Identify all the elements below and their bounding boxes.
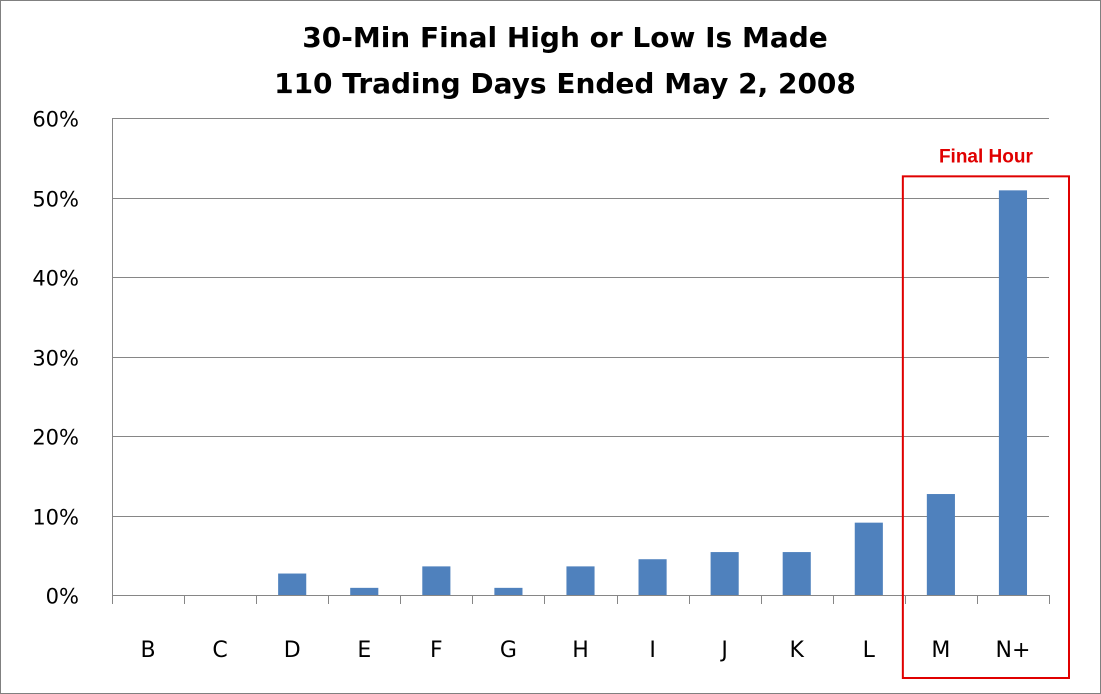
bar-n — [998, 190, 1028, 595]
x-tick-label: F — [430, 638, 443, 663]
x-tick-label: C — [212, 638, 227, 663]
bar-k — [782, 552, 811, 595]
y-axis-tick-labels: 0% 10% 20% 30% 40% 50% 60% — [32, 108, 79, 609]
chart-title-line-2: 110 Trading Days Ended May 2, 2008 — [274, 67, 856, 100]
x-tick-label: N+ — [996, 638, 1031, 663]
y-tick-label: 10% — [32, 506, 79, 530]
final-hour-annotation: Final Hour — [901, 146, 1070, 679]
y-tick-label: 0% — [46, 585, 79, 609]
gridlines — [112, 118, 1049, 517]
y-tick-label: 60% — [32, 108, 79, 132]
x-tick-label: K — [790, 638, 805, 663]
final-hour-box — [901, 175, 1070, 679]
y-tick-label: 20% — [32, 426, 79, 450]
x-tick-label: G — [500, 638, 517, 663]
chart-title-line-1: 30-Min Final High or Low Is Made — [302, 21, 828, 54]
x-tick-label: M — [931, 638, 950, 663]
bar-l — [854, 522, 883, 595]
bars — [278, 190, 1028, 595]
x-tick-label: H — [572, 638, 589, 663]
y-tick-label: 30% — [32, 347, 79, 371]
x-tick-label: E — [357, 638, 371, 663]
bar-m — [926, 494, 955, 595]
bar-e — [350, 587, 379, 595]
final-hour-label: Final Hour — [939, 146, 1034, 167]
bar-i — [638, 559, 667, 595]
y-tick-label: 40% — [32, 267, 79, 291]
x-tick-label: I — [649, 638, 656, 663]
bar-d — [278, 573, 307, 595]
x-tick-label: J — [719, 638, 728, 663]
bar-g — [494, 587, 523, 595]
y-tick-label: 50% — [32, 188, 79, 212]
x-tick-label: L — [863, 638, 876, 663]
bar-h — [566, 566, 595, 595]
x-tick-label: B — [140, 638, 155, 663]
x-tick-label: D — [284, 638, 301, 663]
x-axis-tick-labels: B C D E F G H I J K L M N+ — [140, 638, 1030, 663]
bar-f — [422, 566, 451, 595]
bar-j — [710, 552, 739, 595]
x-axis — [112, 118, 1050, 604]
